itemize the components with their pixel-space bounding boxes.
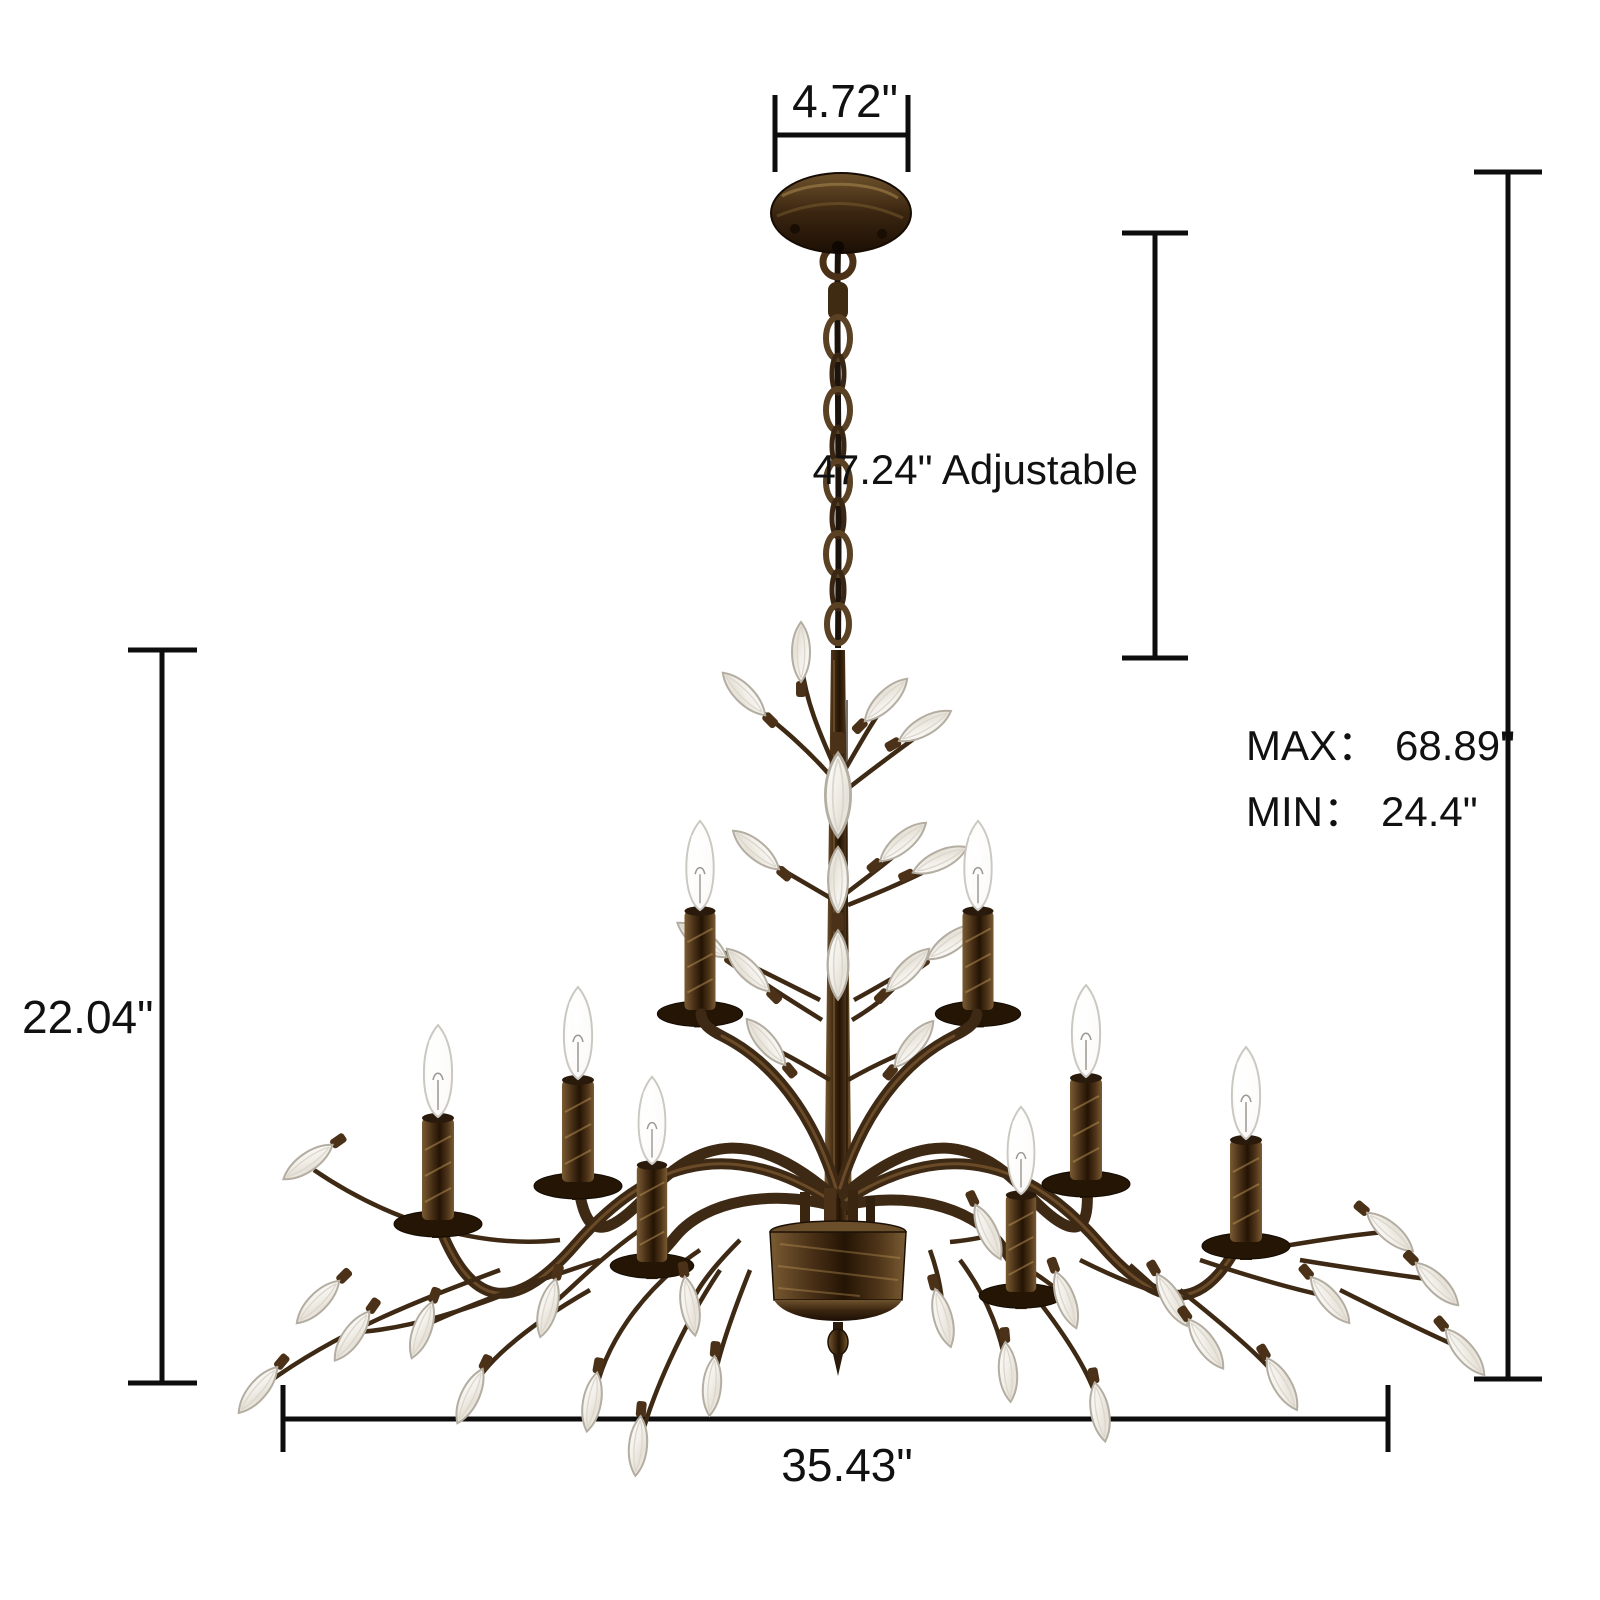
max-height-dim: MAX： 68.89" [1246,712,1515,773]
canopy-width-dim: 4.72" [792,75,898,127]
min-height-dim: MIN： 24.4" [1246,778,1478,839]
max-label: MAX： [1246,722,1380,769]
max-value: 68.89" [1395,722,1516,769]
dim-fixture-height-line [128,647,197,1386]
fixture-height-dim: 22.04" [22,991,154,1043]
chain-length-dim: 47.24" Adjustable [812,446,1139,493]
arm-highlights [439,1034,1237,1297]
center-drum [769,1188,907,1376]
fixture-width-dim: 35.43" [781,1439,913,1491]
dim-canopy-width-line [772,95,911,172]
dim-overall-height-line [1474,169,1542,1382]
ceiling-canopy [770,172,912,254]
min-label: MIN： [1246,788,1365,835]
min-value: 24.4" [1381,788,1478,835]
dim-chain-length-line [1122,230,1188,661]
dim-fixture-width-line [280,1385,1391,1452]
